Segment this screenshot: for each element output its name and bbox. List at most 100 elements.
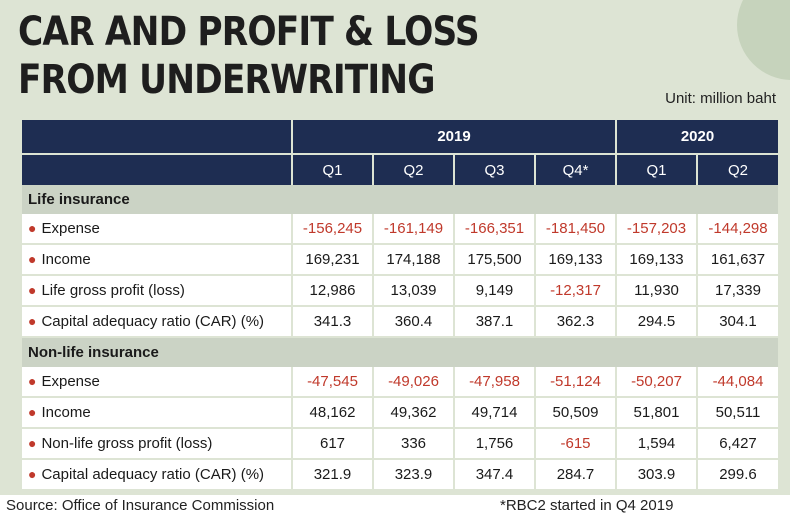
value-cell: 341.3	[291, 306, 373, 338]
value-cell: 6,427	[696, 428, 778, 460]
year-header-2020: 2020	[615, 120, 778, 154]
value-cell: 321.9	[291, 459, 373, 491]
title-line-2: FROM UNDERWRITING	[18, 57, 435, 103]
quarter-header: Q1	[615, 153, 697, 185]
table-row: ● Life gross profit (loss) 12,986 13,039 9,1…	[22, 275, 778, 307]
year-header-2019: 2019	[291, 120, 616, 154]
bullet-icon: ●	[28, 404, 37, 420]
value-cell: 12,986	[291, 275, 373, 307]
value-cell: 174,188	[372, 244, 454, 276]
value-cell: 323.9	[372, 459, 454, 491]
row-label: Expense	[41, 373, 100, 390]
section-row: Life insurance	[22, 185, 778, 214]
table-row: ● Income 48,162 49,362 49,714 50,509 51,801 50,…	[22, 397, 778, 429]
footnote: *RBC2 started in Q4 2019	[500, 497, 674, 514]
row-label-cell: ● Expense	[22, 214, 292, 245]
value-cell: 1,756	[453, 428, 535, 460]
value-cell: 387.1	[453, 306, 535, 338]
value-cell: 11,930	[615, 275, 697, 307]
quarter-header: Q2	[696, 153, 778, 185]
table-row: ● Income 169,231 174,188 175,500 169,133 169,1…	[22, 244, 778, 276]
row-label: Life gross profit (loss)	[41, 282, 185, 299]
header-blank-cell	[22, 153, 292, 185]
value-cell: -144,298	[696, 214, 778, 245]
value-cell: 49,714	[453, 397, 535, 429]
value-cell: -12,317	[534, 275, 616, 307]
value-cell: 175,500	[453, 244, 535, 276]
value-cell: 9,149	[453, 275, 535, 307]
value-cell: -161,149	[372, 214, 454, 245]
bullet-icon: ●	[28, 313, 37, 329]
value-cell: 169,231	[291, 244, 373, 276]
table-row: ● Capital adequacy ratio (CAR) (%) 341.3 36…	[22, 306, 778, 338]
title-line-1: CAR AND PROFIT & LOSS	[18, 9, 480, 55]
quarter-header: Q4*	[534, 153, 616, 185]
section-heading: Life insurance	[22, 185, 778, 214]
decorative-circle	[737, 0, 790, 80]
row-label-cell: ● Non-life gross profit (loss)	[22, 428, 292, 460]
value-cell: 303.9	[615, 459, 697, 491]
value-cell: 1,594	[615, 428, 697, 460]
row-label-cell: ● Income	[22, 244, 292, 276]
value-cell: 294.5	[615, 306, 697, 338]
value-cell: -49,026	[372, 367, 454, 398]
table-row: ● Capital adequacy ratio (CAR) (%) 321.9 32…	[22, 459, 778, 491]
bullet-icon: ●	[28, 282, 37, 298]
value-cell: 304.1	[696, 306, 778, 338]
value-cell: -156,245	[291, 214, 373, 245]
bullet-icon: ●	[28, 466, 37, 482]
value-cell: 13,039	[372, 275, 454, 307]
value-cell: 617	[291, 428, 373, 460]
row-label-cell: ● Expense	[22, 367, 292, 398]
row-label: Capital adequacy ratio (CAR) (%)	[41, 466, 265, 483]
value-cell: 48,162	[291, 397, 373, 429]
row-label: Expense	[41, 220, 100, 237]
value-cell: 299.6	[696, 459, 778, 491]
table-row: ● Expense -47,545 -49,026 -47,958 -51,124 -50,…	[22, 367, 778, 398]
value-cell: 50,511	[696, 397, 778, 429]
row-label-cell: ● Capital adequacy ratio (CAR) (%)	[22, 459, 292, 491]
value-cell: -157,203	[615, 214, 697, 245]
bullet-icon: ●	[28, 251, 37, 267]
value-cell: 17,339	[696, 275, 778, 307]
value-cell: 336	[372, 428, 454, 460]
value-cell: -47,545	[291, 367, 373, 398]
header-blank-cell	[22, 120, 292, 154]
year-header-row: 2019 2020	[22, 120, 778, 154]
value-cell: 362.3	[534, 306, 616, 338]
bullet-icon: ●	[28, 220, 37, 236]
row-label-cell: ● Capital adequacy ratio (CAR) (%)	[22, 306, 292, 338]
value-cell: -181,450	[534, 214, 616, 245]
section-heading: Non-life insurance	[22, 337, 778, 367]
value-cell: 169,133	[615, 244, 697, 276]
value-cell: 51,801	[615, 397, 697, 429]
value-cell: -47,958	[453, 367, 535, 398]
quarter-header: Q3	[453, 153, 535, 185]
background-panel: CAR AND PROFIT & LOSS FROM UNDERWRITING …	[0, 0, 790, 495]
value-cell: -166,351	[453, 214, 535, 245]
value-cell: 169,133	[534, 244, 616, 276]
value-cell: -50,207	[615, 367, 697, 398]
row-label: Non-life gross profit (loss)	[41, 435, 213, 452]
unit-label: Unit: million baht	[665, 90, 776, 107]
quarter-header: Q2	[372, 153, 454, 185]
source-note: Source: Office of Insurance Commission	[6, 497, 275, 514]
row-label-cell: ● Income	[22, 397, 292, 429]
bullet-icon: ●	[28, 373, 37, 389]
row-label-cell: ● Life gross profit (loss)	[22, 275, 292, 307]
data-table: 2019 2020 Q1 Q2 Q3 Q4* Q1 Q2 Life insura…	[22, 120, 778, 491]
value-cell: 284.7	[534, 459, 616, 491]
section-row: Non-life insurance	[22, 337, 778, 367]
value-cell: -615	[534, 428, 616, 460]
value-cell: 347.4	[453, 459, 535, 491]
value-cell: -44,084	[696, 367, 778, 398]
chart-title: CAR AND PROFIT & LOSS FROM UNDERWRITING	[18, 8, 480, 104]
row-label: Income	[41, 404, 91, 421]
quarter-header-row: Q1 Q2 Q3 Q4* Q1 Q2	[22, 153, 778, 185]
table-body: Life insurance ● Expense -156,245 -161,149 -1…	[22, 185, 778, 491]
quarter-header: Q1	[291, 153, 373, 185]
table-row: ● Non-life gross profit (loss) 617 336 1,756…	[22, 428, 778, 460]
row-label: Capital adequacy ratio (CAR) (%)	[41, 313, 265, 330]
bullet-icon: ●	[28, 435, 37, 451]
